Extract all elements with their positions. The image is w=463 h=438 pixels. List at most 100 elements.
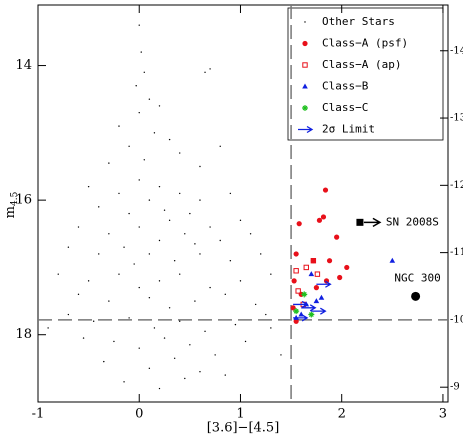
class-a-ap-point xyxy=(302,62,308,68)
star-point xyxy=(168,307,171,309)
class-a-psf-point xyxy=(334,234,340,240)
star-point xyxy=(118,192,120,195)
star-point xyxy=(179,152,181,154)
star-point xyxy=(179,273,181,275)
class-a-psf-point xyxy=(293,318,299,324)
class-a-ap-point xyxy=(293,268,299,274)
star-point xyxy=(270,327,272,329)
star-point xyxy=(244,340,247,343)
class-b-point xyxy=(318,294,325,300)
star-point xyxy=(249,233,252,235)
star-point xyxy=(148,297,151,299)
galaxy-marker xyxy=(411,291,421,301)
class-c-point xyxy=(293,308,300,315)
class-b-point xyxy=(389,257,396,263)
class-a-psf-point xyxy=(302,40,308,47)
star-point xyxy=(92,320,95,322)
x-tick-label: 0 xyxy=(135,407,143,422)
star-point xyxy=(158,105,161,107)
star-point xyxy=(148,253,151,255)
star-point xyxy=(194,300,196,302)
class-a-psf-point xyxy=(344,264,350,271)
class-a-ap-point xyxy=(303,264,309,271)
legend-label: 2σ Limit xyxy=(322,123,375,136)
y2-tick-label: -13 xyxy=(450,113,463,124)
y-tick-label: 14 xyxy=(15,58,32,73)
class-a-ap-point xyxy=(314,271,321,277)
plot-frame xyxy=(37,4,449,403)
star-point xyxy=(135,85,137,87)
star-point xyxy=(204,330,206,333)
legend-label: Other Stars xyxy=(322,15,395,28)
star-point xyxy=(179,192,181,195)
class-b-point xyxy=(308,271,315,277)
star-point xyxy=(128,317,130,319)
annotation: SN 2008S xyxy=(386,215,439,228)
star-point xyxy=(158,387,161,390)
y2-tick-label: -9 xyxy=(450,382,460,393)
x-tick-label: 3 xyxy=(439,407,447,422)
star-point xyxy=(143,159,145,161)
y-axis-label: m4.5 xyxy=(3,191,20,218)
star-point xyxy=(229,192,232,195)
star-point xyxy=(87,280,90,282)
star-point xyxy=(265,313,267,316)
star-point xyxy=(224,374,226,376)
class-a-psf-point xyxy=(326,258,333,264)
star-point xyxy=(47,327,49,329)
star-point xyxy=(113,340,115,343)
star-point xyxy=(82,337,85,339)
star-point xyxy=(219,239,221,242)
class-a-psf-point xyxy=(320,214,327,220)
star-point xyxy=(254,303,257,306)
star-point xyxy=(199,371,201,373)
star-point xyxy=(77,293,80,296)
star-point xyxy=(270,273,272,275)
star-point xyxy=(168,219,171,222)
star-point xyxy=(234,323,237,326)
star-point xyxy=(239,219,242,222)
star-point xyxy=(67,246,70,248)
star-point xyxy=(158,239,161,242)
star-point xyxy=(209,68,211,70)
y2-tick-label: -12 xyxy=(450,180,463,191)
star-point xyxy=(260,253,262,255)
star-point xyxy=(138,24,140,26)
class-a-psf-point xyxy=(316,217,323,223)
star-point xyxy=(123,381,125,383)
limit-arrow xyxy=(298,125,314,134)
star-point xyxy=(199,253,201,255)
star-point xyxy=(108,300,110,302)
annotation: NGC 300 xyxy=(394,271,440,284)
legend-box xyxy=(287,7,444,141)
limit-arrow xyxy=(293,314,309,322)
star-point xyxy=(87,185,90,188)
class-c-point xyxy=(301,291,308,298)
class-a-ap-point xyxy=(295,288,301,294)
star-point xyxy=(173,357,176,359)
star-point xyxy=(128,145,130,148)
star-point xyxy=(138,179,140,181)
star-point xyxy=(239,280,242,282)
x-tick-label: -1 xyxy=(32,407,45,422)
star-point xyxy=(158,185,161,188)
star-point xyxy=(153,327,156,329)
class-a-psf-point xyxy=(310,258,316,264)
star-point xyxy=(214,354,216,356)
x-tick-label: 1 xyxy=(236,407,244,422)
star-point xyxy=(219,145,221,148)
y-tick-label: 18 xyxy=(15,327,32,342)
star-point xyxy=(138,226,140,228)
star-point xyxy=(158,280,161,282)
star-point xyxy=(153,132,156,134)
y2-tick-label: -10 xyxy=(450,314,463,325)
class-b-point xyxy=(313,298,320,304)
y-tick-label: 16 xyxy=(15,193,32,208)
star-point xyxy=(133,263,135,265)
limit-arrow xyxy=(301,304,317,312)
sn-marker xyxy=(356,218,364,226)
legend-label: Class−A (ap) xyxy=(322,58,401,71)
star-point xyxy=(194,243,196,245)
y2-tick-label: -11 xyxy=(450,247,463,258)
star-point xyxy=(209,226,211,228)
